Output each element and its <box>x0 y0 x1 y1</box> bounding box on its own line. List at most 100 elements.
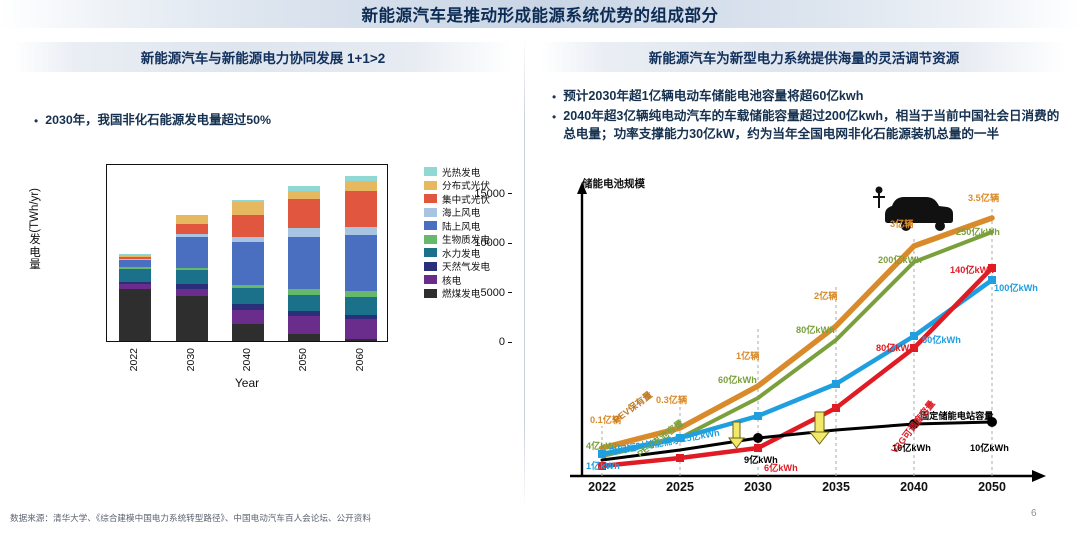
bar-segment <box>175 214 208 224</box>
bar-segment <box>119 254 152 257</box>
legend-label: 海上风电 <box>442 208 481 219</box>
x-axis-tick: 2030 <box>744 480 772 494</box>
legend-swatch <box>424 275 437 284</box>
bar-segment <box>344 314 377 319</box>
x-axis-tick: 2035 <box>822 480 850 494</box>
left-bullet-list: • 2030年，我国非化石能源发电量超过50% <box>34 112 434 129</box>
bar-segment <box>175 233 208 238</box>
bar-2040 <box>232 200 264 341</box>
bar-segment <box>175 295 208 341</box>
x-axis-tick: 2040 <box>241 348 253 372</box>
series-grid-markers <box>598 276 996 458</box>
legend-item: 核电 <box>424 274 524 287</box>
series-v2g-capacity <box>599 265 995 469</box>
y-axis-tick: 0 <box>430 336 512 348</box>
legend-item: 分布式光伏 <box>424 180 524 192</box>
chart-annotation: 10亿kWh <box>892 443 931 453</box>
y-axis-tick: 15000 <box>430 188 512 200</box>
bar-segment <box>232 200 264 202</box>
bar-segment <box>175 267 208 271</box>
bar-segment <box>175 270 208 285</box>
bar-segment <box>175 237 208 268</box>
chart-annotation: 80亿kWh <box>876 343 915 353</box>
page-number: 6 <box>1031 508 1037 519</box>
bar-segment <box>232 241 264 285</box>
y-axis-title: (TWh/yr) 发电量 <box>24 188 46 272</box>
legend-label: 陆上风电 <box>442 221 481 233</box>
chart-annotation: 4亿kWh <box>586 441 620 451</box>
chart-annotation: 2亿辆 <box>814 291 838 301</box>
chart-annotation: 3亿辆 <box>890 219 914 229</box>
bar-segment <box>344 180 377 192</box>
x-axis-tick: 2025 <box>666 480 694 494</box>
list-item: • 2030年，我国非化石能源发电量超过50% <box>34 112 434 129</box>
left-section-header-label: 新能源汽车与新能源电力协同发展 1+1>2 <box>140 51 386 66</box>
bar-segment <box>232 201 264 215</box>
axes <box>570 190 1038 478</box>
right-section-header-label: 新能源汽车为新型电力系统提供海量的灵活调节资源 <box>648 51 960 66</box>
bar-segment <box>288 316 321 335</box>
chart-annotation: 10亿kWh <box>970 443 1009 453</box>
x-axis-tick: 2060 <box>353 348 366 372</box>
x-axis-tick: 2040 <box>900 480 928 494</box>
legend-swatch <box>424 261 437 271</box>
series-fixed-storage <box>600 420 994 462</box>
bar-segment <box>232 236 264 242</box>
series-fixed-markers <box>753 417 997 443</box>
chart-annotation: 9亿kWh <box>744 455 778 465</box>
chart-annotation: 固定储能电站容量 <box>920 411 994 421</box>
bar-segment <box>119 281 152 285</box>
legend-label: 水力发电 <box>442 248 481 260</box>
chart-annotation: 80亿kWh <box>796 325 835 335</box>
bullet-dot-icon: • <box>34 114 39 128</box>
chart-annotation: 100亿kWh <box>994 283 1038 293</box>
plot-area <box>106 164 388 342</box>
ev-storage-svg <box>570 182 1046 482</box>
bar-segment <box>119 267 152 270</box>
x-axis-tick: 2050 <box>978 480 1006 494</box>
chart-annotation: 140亿kWh <box>950 265 994 275</box>
legend-swatch <box>424 234 437 244</box>
legend-item: 集中式光伏 <box>424 193 524 206</box>
bar-segment <box>175 223 208 234</box>
x-axis-title: Year <box>234 376 260 390</box>
y-axis-tick: 10000 <box>430 237 512 249</box>
bar-segment <box>288 289 321 295</box>
bar-segment <box>344 227 377 235</box>
bar-segment <box>344 291 377 298</box>
legend-label: 集中式光伏 <box>442 194 490 206</box>
legend-item: 天然气发电 <box>424 261 524 273</box>
chart-annotation: 1亿辆 <box>736 351 760 361</box>
legend-item: 生物质发电 <box>424 234 524 246</box>
legend-swatch <box>424 194 437 203</box>
legend-swatch <box>424 207 437 217</box>
bar-segment <box>119 256 152 259</box>
bar-segment <box>232 287 264 304</box>
bullet-dot-icon: • <box>552 90 557 104</box>
right-y-axis-title: 储能电池规模 <box>582 178 645 190</box>
legend-swatch <box>424 221 437 230</box>
crossover-arrow-icon <box>808 411 831 445</box>
legend-label: 燃煤发电 <box>442 289 481 300</box>
chart-annotation: 1亿kWh <box>586 461 620 471</box>
bar-segment <box>288 199 321 229</box>
bar-segment <box>175 288 208 296</box>
chart-annotation: 50亿kWh <box>922 335 961 345</box>
legend-item: 陆上风电 <box>424 220 524 233</box>
bar-segment <box>288 294 321 312</box>
bar-segment <box>119 269 152 282</box>
legend-item: 光热发电 <box>424 166 524 179</box>
bar-2022 <box>119 254 152 341</box>
bar-segment <box>344 175 377 181</box>
list-item: • 预计2030年超1亿辆电动车储能电池容量将超60亿kwh <box>552 88 1064 106</box>
bar-segment <box>232 323 264 341</box>
source-note: 数据来源：清华大学、《综合建模中国电力系统转型路径》、中国电动汽车百人会论坛、公… <box>10 513 371 523</box>
chart-annotation: 60亿kWh <box>718 375 757 385</box>
bar-segment <box>232 309 264 324</box>
left-bullet-1: 2030年，我国非化石能源发电量超过50% <box>45 113 272 127</box>
chart-annotation: 200亿kWh <box>878 255 922 265</box>
ev-storage-chart: 储能电池规模 <box>560 176 1060 496</box>
series-pev-ownership <box>599 215 995 451</box>
list-item: • 2040年超3亿辆纯电动汽车的车载储能容量超过200亿kwh，相当于当前中国… <box>552 108 1064 144</box>
y-axis-label-cn: 发电量 <box>29 233 41 272</box>
